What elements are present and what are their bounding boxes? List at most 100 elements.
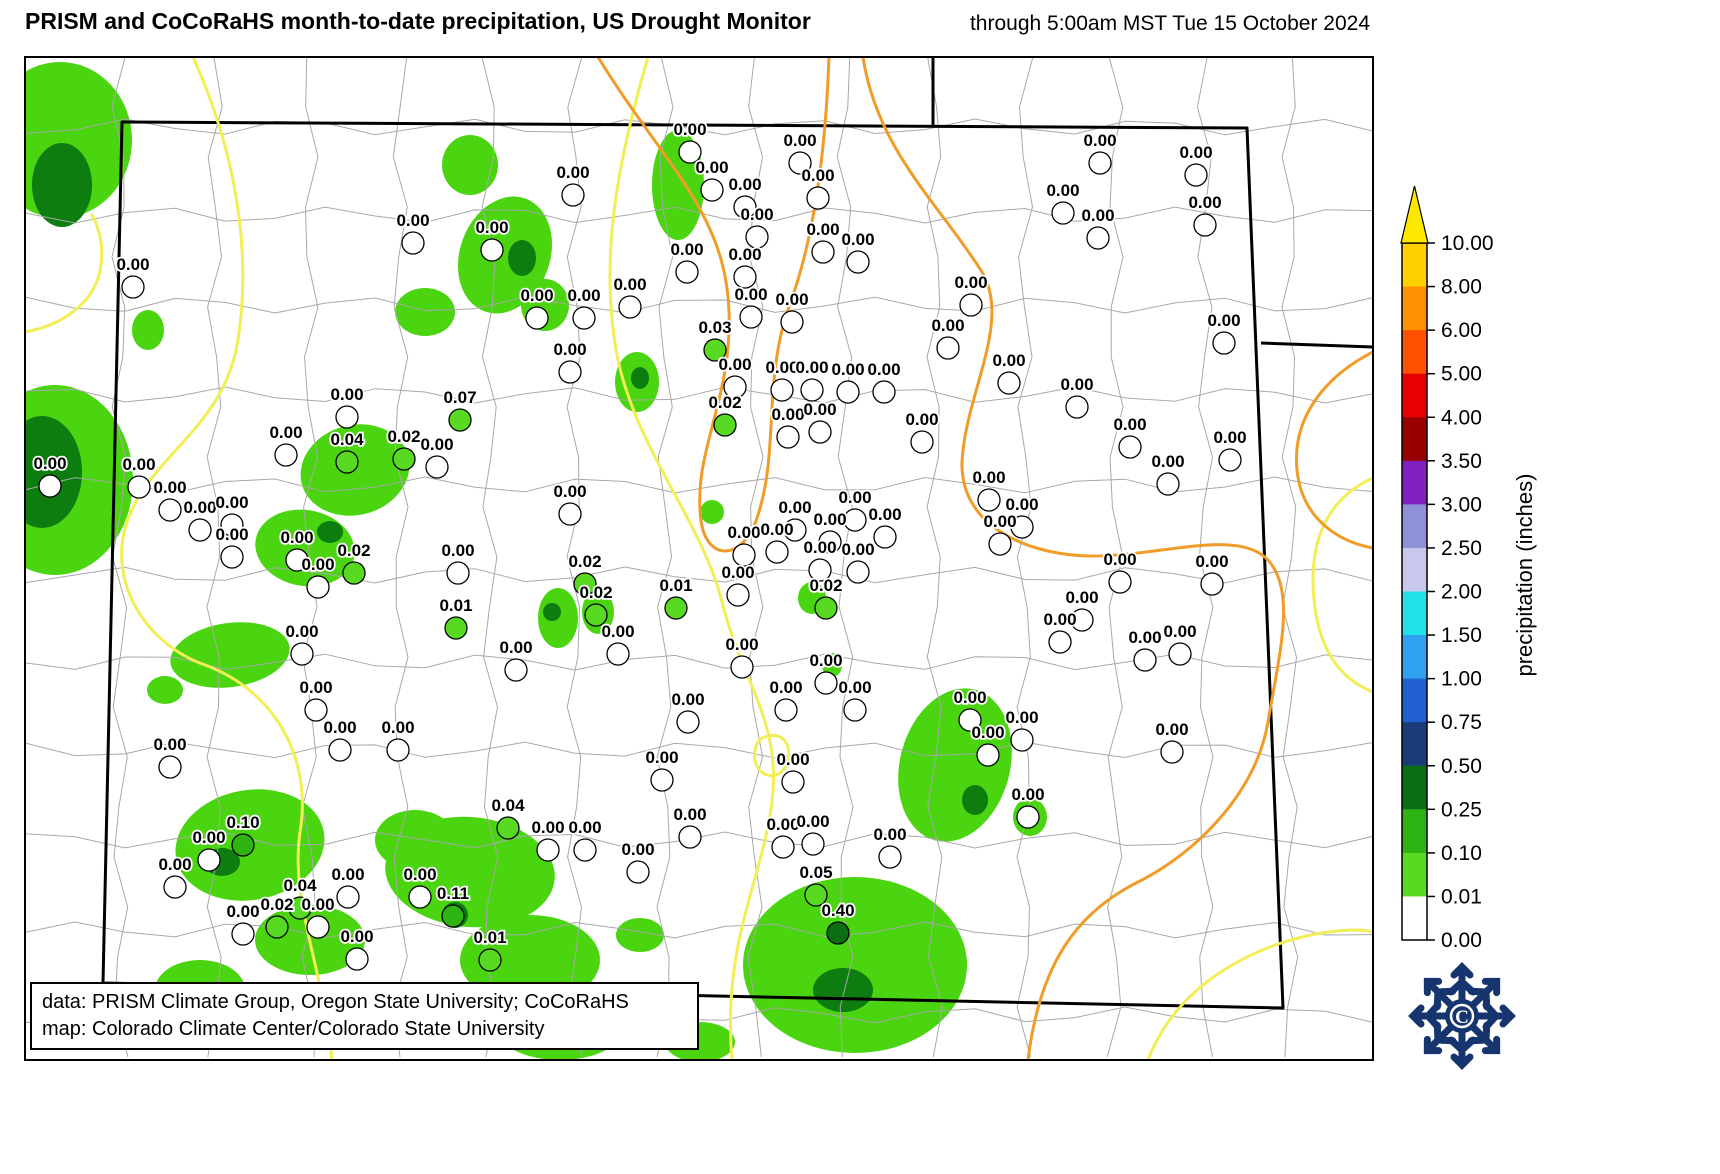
station-value-label: 0.00: [796, 812, 829, 831]
station-value-label: 0.07: [443, 388, 476, 407]
county-line: [25, 206, 1373, 224]
county-line: [206, 57, 223, 1058]
station-marker: [818, 530, 842, 554]
station-marker: [811, 240, 835, 264]
legend-tick-label: 8.00: [1441, 276, 1482, 299]
legend-segment: [1402, 373, 1427, 418]
station-value-label: 0.00: [215, 493, 248, 512]
station-value-label: 0.00: [215, 525, 248, 544]
legend-tick-label: 0.01: [1441, 885, 1482, 908]
precip-area: [132, 310, 164, 350]
station-value-label: 0.11: [437, 884, 469, 903]
station-marker: [1016, 805, 1040, 829]
station-value-label: 0.02: [579, 583, 612, 602]
station-marker: [1118, 435, 1142, 459]
station-value-label: 0.00: [813, 510, 846, 529]
station-value-label: 0.00: [727, 523, 760, 542]
legend-tick-label: 3.50: [1441, 450, 1482, 473]
station-value-label: 0.00: [331, 865, 364, 884]
station-marker: [1168, 642, 1192, 666]
station-value-label: 0.00: [567, 286, 600, 305]
station-marker: [448, 408, 472, 432]
drought-contour-orange: [596, 57, 831, 553]
legend-tick-label: 0.10: [1441, 842, 1482, 865]
station-marker: [846, 560, 870, 584]
station-marker: [808, 558, 832, 582]
station-marker: [808, 420, 832, 444]
station-marker: [561, 183, 585, 207]
station-value-label: 0.00: [953, 688, 986, 707]
station-value-label: 0.04: [330, 430, 364, 449]
station-value-label: 0.00: [301, 895, 334, 914]
map-title: PRISM and CoCoRaHS month-to-date precipi…: [25, 8, 811, 34]
station-value-label: 0.00: [868, 505, 901, 524]
station-marker: [1212, 331, 1236, 355]
station-marker: [306, 575, 330, 599]
station-value-label: 0.00: [841, 230, 874, 249]
station-value-label: 0.00: [838, 488, 871, 507]
station-value-label: 0.02: [337, 541, 370, 560]
station-marker: [745, 225, 769, 249]
station-value-label: 0.02: [708, 393, 741, 412]
station-marker: [774, 698, 798, 722]
drought-contour-orange: [861, 57, 1286, 1060]
station-value-label: 0.00: [1046, 181, 1079, 200]
station-marker: [573, 838, 597, 862]
station-marker: [910, 430, 934, 454]
precip-area: [442, 135, 498, 195]
station-marker: [739, 305, 763, 329]
precip-area: [317, 521, 343, 543]
station-marker: [1218, 448, 1242, 472]
station-value-label: 0.00: [153, 478, 186, 497]
state-borders: [101, 57, 1373, 1010]
station-marker: [1051, 201, 1075, 225]
station-value-label: 0.00: [381, 718, 414, 737]
precip-area: [32, 143, 92, 227]
station-value-label: 0.00: [1151, 452, 1184, 471]
station-marker: [345, 947, 369, 971]
station-value-label: 0.00: [1163, 622, 1196, 641]
county-line: [25, 296, 1373, 314]
station-marker: [723, 375, 747, 399]
station-marker: [504, 658, 528, 682]
legend-segment: [1402, 504, 1427, 549]
station-marker: [733, 265, 757, 289]
station-marker: [814, 596, 838, 620]
station-value-label: 0.00: [1083, 131, 1116, 150]
station-marker: [1088, 151, 1112, 175]
station-marker: [304, 698, 328, 722]
station-value-label: 0.00: [831, 360, 864, 379]
station-value-label: 0.00: [520, 286, 553, 305]
precip-area: [508, 240, 536, 276]
station-marker: [525, 306, 549, 330]
station-marker: [826, 921, 850, 945]
station-marker: [392, 447, 416, 471]
precip-area: [395, 288, 455, 336]
station-marker: [536, 838, 560, 862]
legend-tick-label: 1.00: [1441, 668, 1482, 691]
station-marker: [163, 875, 187, 899]
station-marker: [678, 825, 702, 849]
station-value-label: 0.00: [670, 240, 703, 259]
station-marker: [771, 835, 795, 859]
station-value-label: 0.00: [280, 528, 313, 547]
logo-ring: [1449, 1003, 1475, 1029]
station-marker: [446, 561, 470, 585]
station-marker: [1010, 728, 1034, 752]
station-value-label: 0.00: [971, 723, 1004, 742]
station-value-label: 0.00: [983, 512, 1016, 531]
station-marker: [700, 178, 724, 202]
legend-segment: [1402, 722, 1427, 767]
precip-area: [962, 785, 988, 815]
station-markers: 0.00 0.00 0.00 0.00 0.00 0.00 0.00 0.00 0.00 0.00…: [32, 118, 1248, 972]
drought-contour-yellow: [1146, 928, 1373, 1060]
legend-segment: [1402, 678, 1427, 723]
station-marker: [675, 260, 699, 284]
station-value-label: 0.00: [972, 468, 1005, 487]
county-line: [25, 566, 1373, 584]
station-value-label: 0.00: [671, 690, 704, 709]
station-value-label: 0.00: [806, 220, 839, 239]
precip-area: [147, 676, 183, 704]
legend-tick-label: 2.50: [1441, 537, 1482, 560]
station-marker: [231, 833, 255, 857]
